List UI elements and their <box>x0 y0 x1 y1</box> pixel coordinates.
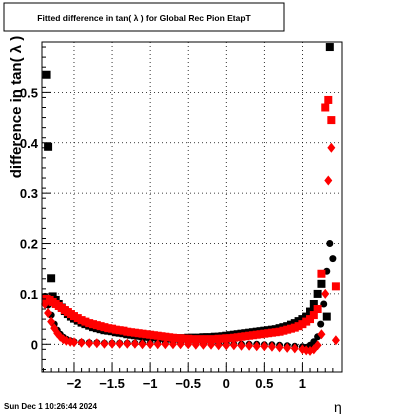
point-s1-47 <box>326 240 334 248</box>
point-s2-76 <box>324 95 333 104</box>
point-s3-33 <box>252 341 261 352</box>
point-s2-77 <box>327 116 336 125</box>
point-s3-22 <box>168 339 177 350</box>
title-frame <box>3 2 285 32</box>
point-s2-73 <box>313 305 322 314</box>
point-s3-17 <box>130 338 139 349</box>
point-s2-75 <box>321 103 330 112</box>
point-s0-1 <box>44 142 53 151</box>
title-box: Fitted difference in tan( λ ) for Global… <box>3 2 285 32</box>
y-tick-label: 0.2 <box>20 237 38 252</box>
point-s0-0 <box>42 70 51 79</box>
x-tick-label: 0.5 <box>255 376 273 391</box>
point-s3-45 <box>321 288 330 299</box>
point-s3-46 <box>324 175 333 186</box>
x-axis-label: η <box>334 399 342 414</box>
point-s0-76 <box>322 312 331 321</box>
plot-frame <box>41 41 343 373</box>
x-tick-label: −2 <box>67 376 82 391</box>
point-s3-23 <box>176 339 185 350</box>
point-s3-30 <box>229 340 238 351</box>
point-s3-21 <box>161 339 170 350</box>
point-s3-32 <box>245 340 254 351</box>
point-s3-29 <box>222 340 231 351</box>
point-s0-77 <box>325 43 334 52</box>
point-s3-15 <box>115 338 124 349</box>
x-tick-label: 1 <box>299 376 306 391</box>
point-s3-10 <box>77 337 86 348</box>
point-s3-27 <box>207 339 216 350</box>
point-s3-26 <box>199 339 208 350</box>
point-s2-72 <box>309 311 318 320</box>
y-axis-ticks: 0 0.1 0.2 0.3 0.4 0.5 <box>20 46 51 370</box>
x-tick-label: 0 <box>223 376 230 391</box>
point-s1-45 <box>320 300 328 308</box>
point-s3-20 <box>153 339 162 350</box>
point-s3-0 <box>41 298 50 309</box>
y-tick-label: 0.1 <box>20 287 38 302</box>
point-s2-74 <box>317 269 326 278</box>
x-axis-ticks: −2 −1.5 −1 −0.5 0 0.5 1 <box>43 363 334 391</box>
point-s0-2 <box>47 274 56 283</box>
data-points <box>41 43 340 356</box>
point-s2-71 <box>306 315 315 324</box>
point-s2-78 <box>331 282 340 291</box>
point-s3-44 <box>317 329 326 340</box>
point-s3-1 <box>44 308 53 319</box>
point-s3-38 <box>290 343 299 354</box>
point-s3-47 <box>327 142 336 153</box>
point-s3-14 <box>108 338 117 349</box>
point-s3-25 <box>191 339 200 350</box>
y-tick-label: 0 <box>31 337 38 352</box>
point-s0-74 <box>313 289 322 298</box>
x-tick-label: −1 <box>143 376 158 391</box>
chart-title: Fitted difference in tan( λ ) for Global… <box>37 13 251 23</box>
point-s3-16 <box>123 338 132 349</box>
point-s0-73 <box>309 299 318 308</box>
x-tick-label: −1.5 <box>99 376 125 391</box>
point-s3-48 <box>331 335 340 346</box>
timestamp-footer: Sun Dec 1 10:26:44 2024 <box>4 402 97 411</box>
point-s3-24 <box>184 339 193 350</box>
y-axis-label: difference in tan( λ ) <box>8 36 25 179</box>
point-s3-2 <box>47 316 56 327</box>
y-tick-label: 0.5 <box>20 85 38 100</box>
point-s1-44 <box>317 320 325 328</box>
point-s3-19 <box>146 339 155 350</box>
point-s3-36 <box>275 342 284 353</box>
point-s1-48 <box>329 255 337 263</box>
point-s3-34 <box>260 341 269 352</box>
x-tick-label: −0.5 <box>175 376 201 391</box>
point-s3-12 <box>92 338 101 349</box>
point-s3-31 <box>237 340 246 351</box>
y-tick-label: 0.4 <box>20 136 39 151</box>
point-s3-43 <box>313 340 322 351</box>
point-s3-18 <box>138 339 147 350</box>
point-s3-11 <box>85 338 94 349</box>
point-s0-75 <box>317 279 326 288</box>
y-tick-label: 0.3 <box>20 186 38 201</box>
point-s3-37 <box>283 342 292 353</box>
point-s3-13 <box>100 338 109 349</box>
point-s3-9 <box>69 337 78 348</box>
point-s3-35 <box>267 341 276 352</box>
point-s3-28 <box>214 340 223 351</box>
